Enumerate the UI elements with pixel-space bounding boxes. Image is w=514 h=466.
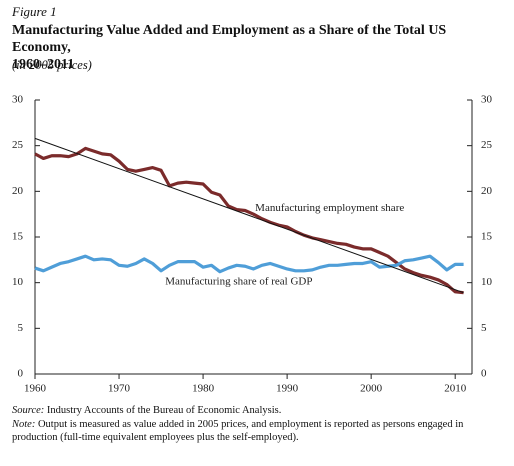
x-tick-label: 1980: [192, 383, 215, 395]
line-label: Manufacturing employment share: [255, 202, 404, 214]
subtitle: (in 2005 prices): [12, 58, 92, 72]
note: Note: Output is measured as value added …: [12, 418, 507, 444]
x-tick-label: 2010: [444, 383, 467, 395]
y2-tick-label: 20: [481, 185, 493, 197]
y-tick-label: 5: [18, 322, 24, 334]
chart: 0 0 5 5 10 10 15 15 20 20 25 25 30 30 1960 1970 1980 1990…: [12, 94, 493, 395]
y2-tick-label: 10: [481, 276, 493, 288]
figure-label: Figure 1: [12, 4, 57, 19]
y2-tick-label: 25: [481, 139, 493, 151]
y-tick-label: 0: [18, 368, 24, 380]
note-text: Output is measured as value added in 200…: [12, 419, 464, 443]
note-label: Note:: [12, 419, 36, 430]
y2-tick-label: 15: [481, 231, 493, 243]
x-tick-label: 2000: [360, 383, 383, 395]
y-tick-label: 10: [12, 276, 24, 288]
x-tick-label: 1960: [24, 383, 47, 395]
source: Source: Industry Accounts of the Bureau …: [12, 404, 507, 417]
source-text: Industry Accounts of the Bureau of Econo…: [46, 405, 282, 416]
y2-tick-label: 5: [481, 322, 487, 334]
series-line: [34, 254, 464, 274]
y2-tick-label: 30: [481, 94, 493, 106]
line-label: Manufacturing share of real GDP: [165, 275, 312, 287]
y-tick-label: 25: [12, 139, 24, 151]
x-tick-label: 1990: [276, 383, 299, 395]
title-line: 1960–2011: [12, 57, 75, 72]
y2-tick-label: 0: [481, 368, 487, 380]
y-tick-label: 20: [12, 185, 24, 197]
series-line: [34, 146, 464, 295]
title-line: Manufacturing Value Added and Employment…: [12, 23, 447, 55]
source-label: Source:: [12, 405, 45, 416]
x-tick-label: 1970: [108, 383, 131, 395]
chart-title: Manufacturing Value Added and Employment…: [12, 22, 507, 73]
y-tick-label: 30: [12, 94, 24, 106]
y-tick-label: 15: [12, 231, 24, 243]
trend-line: [34, 137, 464, 294]
